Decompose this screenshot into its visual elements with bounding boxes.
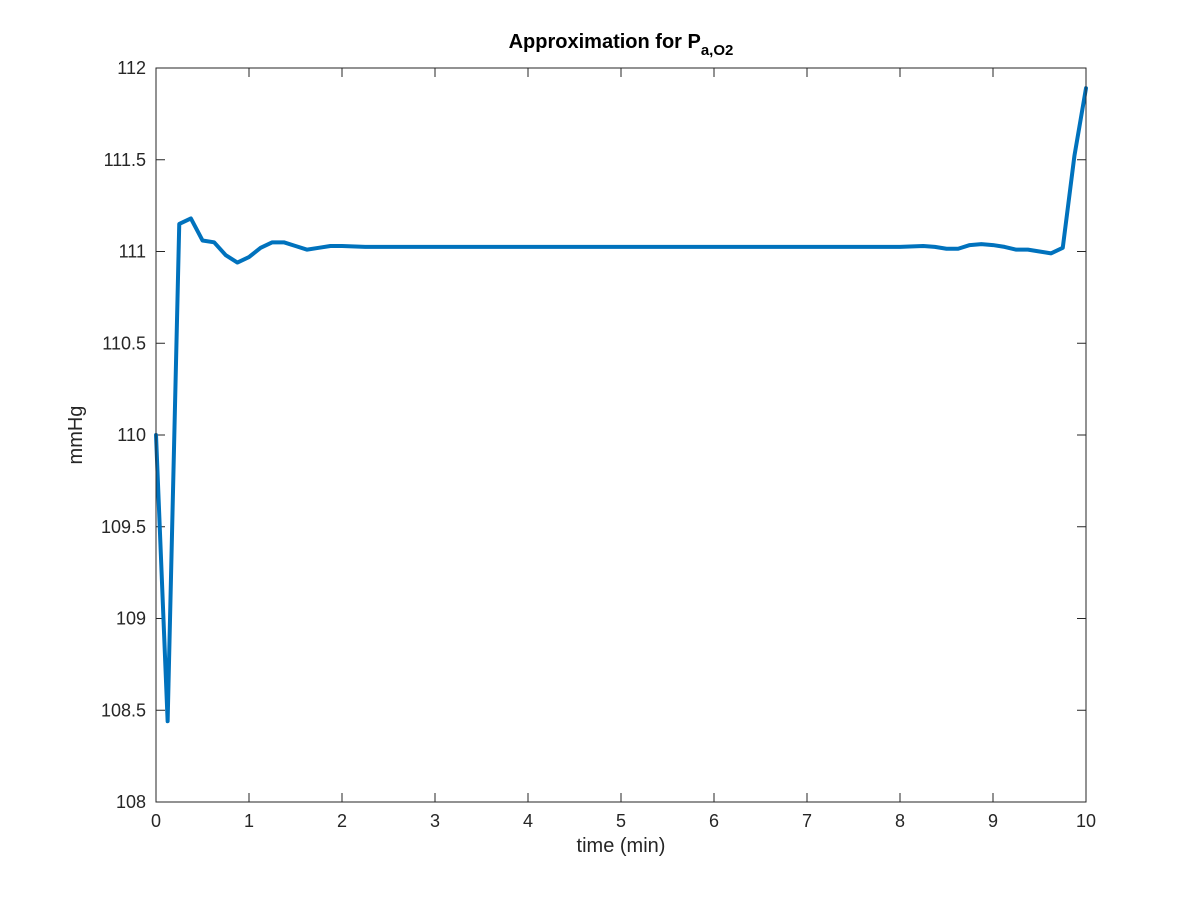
chart-title-main: Approximation for P [509,31,701,53]
x-tick-label: 5 [616,811,626,831]
chart-title-subscript: a,O2 [701,42,734,59]
y-tick-label: 110.5 [102,333,146,353]
x-tick-label: 3 [430,811,440,831]
chart-title: Approximation for Pa,O2 [509,31,734,59]
y-tick-label: 108 [116,792,146,812]
x-tick-label: 10 [1076,811,1096,831]
y-tick-label: 108.5 [101,700,146,720]
y-axis: 108 108.5 109 109.5 110 110.5 111 111.5 112 [101,58,1086,812]
y-tick-label: 109.5 [101,517,146,537]
x-tick-label: 7 [802,811,812,831]
series-line-pao2 [154,86,1088,724]
plot-background [156,68,1086,802]
y-axis-label: mmHg [65,406,87,465]
y-tick-label: 111 [119,242,146,262]
x-tick-label: 2 [337,811,347,831]
y-tick-label: 110 [117,425,146,445]
x-tick-label: 9 [988,811,998,831]
plot-frame [155,67,1087,803]
x-tick-label: 0 [151,811,161,831]
x-tick-label: 4 [523,811,533,831]
x-tick-label: 8 [895,811,905,831]
x-axis-label: time (min) [577,835,666,857]
y-tick-label: 111.5 [104,150,146,170]
x-tick-label: 1 [244,811,254,831]
y-tick-label: 109 [116,609,146,629]
y-tick-label: 112 [117,58,146,78]
x-axis: 0 1 2 3 4 5 6 7 8 9 10 [151,68,1096,831]
x-tick-label: 6 [709,811,719,831]
